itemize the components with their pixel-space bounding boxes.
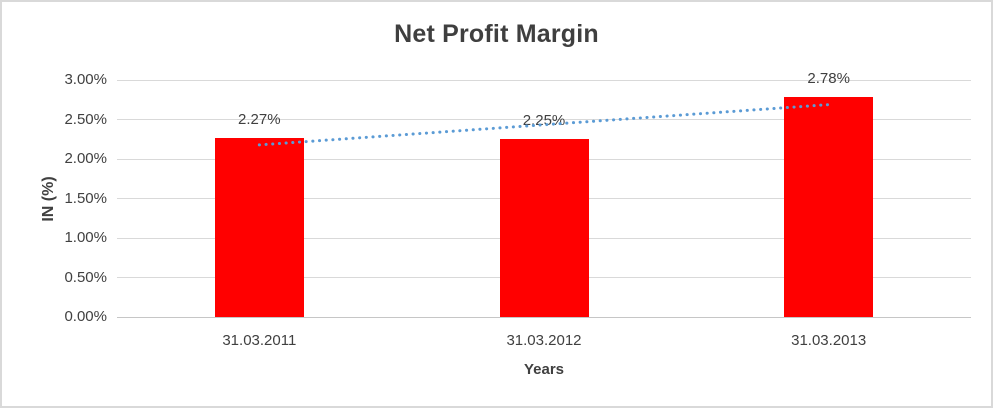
bar-value-label: 2.78% <box>807 70 850 88</box>
x-axis-title: Years <box>523 361 565 378</box>
x-tick-label: 31.03.2013 <box>791 332 867 349</box>
y-tick-label: 2.00% <box>64 150 107 167</box>
bar-value-label: 2.27% <box>238 110 281 128</box>
x-tick-label: 31.03.2012 <box>506 332 582 349</box>
bar-value-label: 2.25% <box>522 112 566 130</box>
y-tick-label: 0.00% <box>64 308 107 325</box>
bar-31.03.2011 <box>214 137 304 317</box>
y-tick-label: 3.00% <box>64 71 107 88</box>
bar-31.03.2013 <box>784 97 874 317</box>
x-axis-line <box>117 316 971 318</box>
chart-title: Net Profit Margin <box>394 20 599 48</box>
y-gridline <box>117 79 971 81</box>
bar-31.03.2012 <box>499 139 589 317</box>
y-tick-label: 1.00% <box>64 229 107 246</box>
y-tick-label: 1.50% <box>64 189 107 207</box>
y-tick-label: 2.50% <box>64 110 107 128</box>
y-tick-label: 0.50% <box>64 268 107 286</box>
x-tick-label: 31.03.2011 <box>222 332 297 349</box>
